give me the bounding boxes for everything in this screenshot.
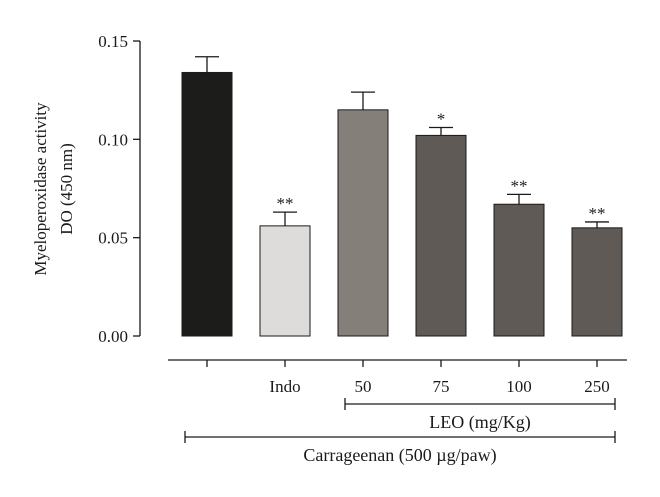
- y-axis-title-line2: DO (450 nm): [57, 143, 76, 235]
- bar: [571, 227, 623, 337]
- bar: [259, 225, 311, 337]
- x-tick-label: 50: [355, 377, 372, 396]
- bars: *******: [181, 56, 623, 337]
- x-axis: Indo 50 75 100 250: [168, 359, 627, 396]
- y-tick-label: 0.10: [98, 130, 128, 149]
- y-axis-title: Myeloperoxidase activity DO (450 nm): [31, 102, 76, 276]
- x-tick-label: 75: [433, 377, 450, 396]
- y-axis-title-line1: Myeloperoxidase activity: [31, 102, 50, 276]
- y-tick-label: 0.15: [98, 32, 128, 51]
- significance-mark: **: [277, 194, 294, 213]
- y-tick-label: 0.00: [98, 327, 128, 346]
- x-tick-label: 250: [584, 377, 610, 396]
- bracket-label: Carrageenan (500 µg/paw): [303, 445, 496, 466]
- significance-mark: **: [511, 176, 528, 195]
- bar: [181, 71, 233, 337]
- significance-mark: *: [437, 110, 446, 129]
- bar: [493, 203, 545, 337]
- x-tick-label: 100: [506, 377, 532, 396]
- bar: [337, 109, 389, 337]
- significance-mark: **: [589, 204, 606, 223]
- bracket-label: LEO (mg/Kg): [429, 412, 530, 433]
- y-tick-label: 0.05: [98, 229, 128, 248]
- x-tick-label: Indo: [269, 377, 300, 396]
- bar: [415, 134, 467, 337]
- y-axis: 0.00 0.05 0.10 0.15: [98, 32, 141, 346]
- group-brackets: LEO (mg/Kg) Carrageenan (500 µg/paw): [184, 398, 616, 466]
